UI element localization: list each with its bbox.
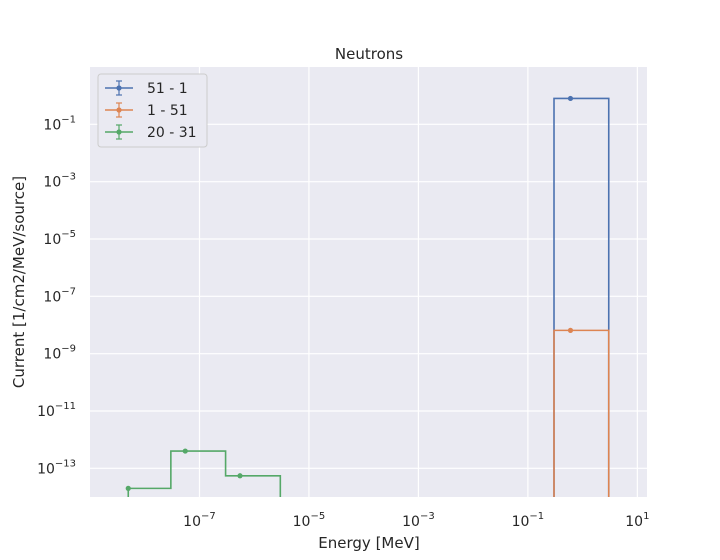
data-point: [567, 327, 574, 333]
legend-marker: [116, 107, 122, 113]
data-point: [125, 485, 131, 491]
legend: 51 - 1 1 - 51 20 - 31: [97, 73, 208, 148]
x-tick-label: 10−7: [183, 511, 216, 530]
series-3: [125, 448, 282, 497]
y-tick-label: 10−5: [43, 229, 76, 248]
legend-label: 51 - 1: [147, 81, 188, 97]
y-tick-labels: 10−13 10−11 10−9 10−7 10−5 10−3 10−1: [37, 114, 76, 477]
y-axis-label: Current [1/cm2/MeV/source]: [10, 176, 28, 388]
x-tick-label: 101: [625, 511, 649, 530]
data-point: [237, 473, 243, 479]
series-step-line: [553, 97, 610, 497]
x-tick-labels: 10−7 10−5 10−3 10−1 101: [183, 511, 649, 530]
legend-label: 20 - 31: [147, 125, 197, 141]
series-1: [553, 95, 610, 497]
series-step-line: [553, 329, 610, 497]
series-2: [553, 327, 610, 497]
x-tick-label: 10−3: [402, 511, 435, 530]
x-tick-label: 10−1: [512, 511, 545, 530]
legend-item: 20 - 31: [105, 124, 197, 141]
legend-item: 51 - 1: [105, 80, 188, 97]
series-step-line: [127, 450, 282, 497]
legend-label: 1 - 51: [147, 103, 188, 119]
legend-box: [97, 73, 208, 148]
y-tick-label: 10−11: [37, 401, 76, 420]
y-tick-label: 10−9: [43, 344, 76, 363]
y-tick-label: 10−13: [37, 458, 76, 477]
legend-item: 1 - 51: [105, 102, 188, 119]
series-layer: [125, 95, 610, 497]
x-axis-label: Energy [MeV]: [318, 534, 419, 552]
chart-title: Neutrons: [335, 45, 403, 63]
data-point: [567, 95, 574, 102]
x-tick-label: 10−5: [293, 511, 326, 530]
legend-marker: [116, 129, 122, 135]
y-tick-label: 10−1: [43, 114, 76, 133]
y-tick-label: 10−7: [43, 286, 76, 305]
data-point: [182, 448, 188, 454]
legend-marker: [116, 85, 122, 91]
y-tick-label: 10−3: [43, 172, 76, 191]
